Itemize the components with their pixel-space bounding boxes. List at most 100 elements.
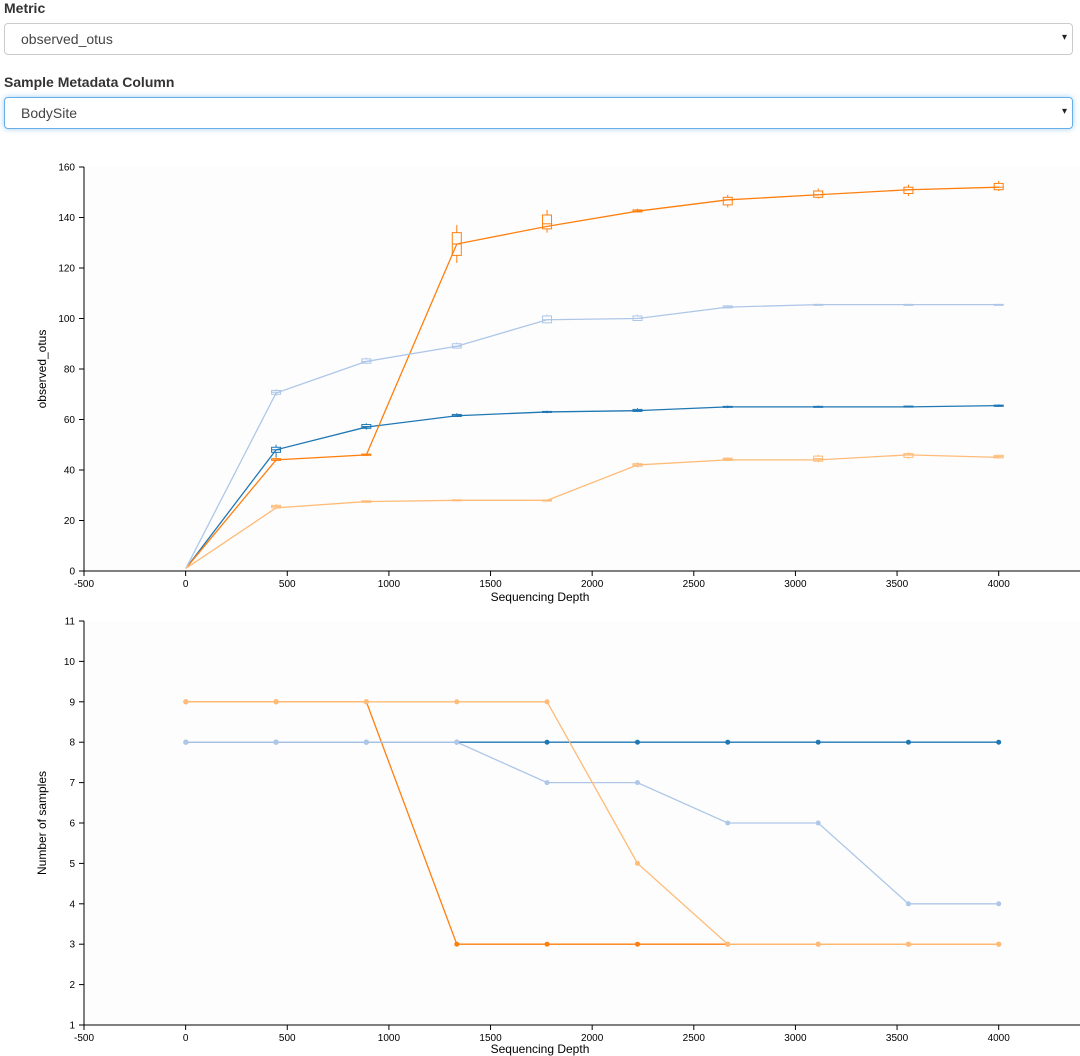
- data-point: [183, 739, 189, 745]
- y-tick-label: 80: [64, 365, 76, 376]
- series-4: [185, 452, 1004, 570]
- y-tick-label: 160: [58, 163, 75, 174]
- x-tick-label: 1000: [378, 1033, 401, 1044]
- series-line: [185, 303, 999, 569]
- chart-otus: -500 0 500 1000 1500 2000 2500 3000 3500 40000204…: [35, 163, 1080, 604]
- metadata-column-select-value: BodySite: [21, 105, 78, 121]
- data-point: [454, 739, 460, 745]
- y-tick-label: 0: [69, 567, 75, 578]
- box: [903, 453, 914, 458]
- x-tick-label: 4000: [988, 579, 1011, 590]
- data-point: [725, 739, 731, 745]
- y-tick-label: 60: [64, 415, 76, 426]
- data-point: [634, 739, 640, 745]
- y-tick-label: 8: [69, 738, 75, 749]
- y-tick-label: 9: [69, 697, 75, 708]
- plot-background: [84, 167, 1080, 571]
- data-point: [996, 901, 1002, 907]
- data-point: [454, 699, 460, 705]
- x-axis-title: Sequencing Depth: [491, 590, 590, 604]
- y-tick-label: 120: [58, 264, 75, 275]
- y-tick-label: 7: [69, 778, 75, 789]
- data-point: [544, 780, 550, 786]
- x-tick-label: 3500: [886, 579, 909, 590]
- box: [993, 182, 1004, 191]
- series-3: [185, 303, 1004, 569]
- metric-select-value: observed_otus: [21, 31, 113, 47]
- series-line: [185, 701, 999, 945]
- plot-background: [84, 621, 1080, 1025]
- series-line: [185, 404, 999, 569]
- x-tick-label: -500: [74, 579, 94, 590]
- data-point: [544, 739, 550, 745]
- data-point: [634, 941, 640, 947]
- x-tick-label: 500: [279, 579, 296, 590]
- x-tick-label: 2500: [683, 579, 706, 590]
- data-point: [273, 739, 279, 745]
- y-tick-label: 10: [64, 657, 76, 668]
- series-2: [185, 180, 1004, 569]
- x-tick-label: 1500: [479, 1033, 502, 1044]
- metric-label: Metric: [4, 0, 46, 16]
- data-point: [815, 739, 821, 745]
- box: [542, 214, 553, 230]
- x-tick-label: 3500: [886, 1033, 909, 1044]
- x-tick-label: 1000: [378, 579, 401, 590]
- y-tick-label: 5: [69, 859, 75, 870]
- data-point: [815, 941, 821, 947]
- y-tick-label: 11: [65, 617, 76, 628]
- data-point: [905, 739, 911, 745]
- y-tick-label: 100: [58, 314, 75, 325]
- y-tick-label: 140: [58, 213, 75, 224]
- data-point: [725, 820, 731, 826]
- data-point: [905, 901, 911, 907]
- x-tick-label: 2000: [581, 1033, 604, 1044]
- data-point: [905, 941, 911, 947]
- data-point: [544, 699, 550, 705]
- data-point: [183, 699, 189, 705]
- data-point: [363, 739, 369, 745]
- metadata-column-select[interactable]: BodySite ▾: [4, 97, 1073, 129]
- data-point: [996, 941, 1002, 947]
- x-tick-label: 500: [279, 1033, 296, 1044]
- y-tick-label: 20: [64, 516, 76, 527]
- data-point: [815, 820, 821, 826]
- data-point: [544, 941, 550, 947]
- data-point: [454, 941, 460, 947]
- series-line: [185, 186, 999, 569]
- chart-samples: -500 0 500 1000 1500 2000 2500 3000 3500 4000 1 2 3 4…: [35, 617, 1080, 1056]
- x-tick-label: 3000: [784, 579, 807, 590]
- x-tick-label: 2000: [581, 579, 604, 590]
- x-tick-label: 2500: [683, 1033, 706, 1044]
- metadata-column-label: Sample Metadata Column: [4, 74, 175, 90]
- box: [813, 190, 824, 198]
- data-point: [363, 699, 369, 705]
- chevron-down-icon: ▾: [1061, 32, 1067, 43]
- data-point: [996, 739, 1002, 745]
- x-tick-label: 3000: [784, 1033, 807, 1044]
- y-tick-label: 1: [69, 1021, 75, 1032]
- charts-area: -500 0 500 1000 1500 2000 2500 3000 3500 40000204…: [35, 163, 1080, 1056]
- y-tick-label: 3: [69, 940, 75, 951]
- y-tick-label: 4: [69, 899, 75, 910]
- data-point: [273, 699, 279, 705]
- x-tick-label: 0: [183, 579, 189, 590]
- metric-select[interactable]: observed_otus ▾: [4, 23, 1073, 55]
- y-axis-title: Number of samples: [35, 771, 49, 875]
- y-tick-label: 6: [69, 819, 75, 830]
- x-tick-label: -500: [74, 1033, 94, 1044]
- chevron-down-icon: ▾: [1061, 106, 1067, 117]
- series-4: [183, 699, 1002, 947]
- box: [903, 186, 914, 195]
- x-tick-label: 4000: [988, 1033, 1011, 1044]
- data-point: [725, 941, 731, 947]
- series-line: [185, 454, 999, 570]
- series-1: [185, 404, 1004, 569]
- x-tick-label: 1500: [479, 579, 502, 590]
- x-tick-label: 0: [183, 1033, 189, 1044]
- data-point: [634, 780, 640, 786]
- x-axis-title: Sequencing Depth: [491, 1042, 590, 1056]
- y-tick-label: 40: [64, 466, 76, 477]
- y-tick-label: 2: [69, 980, 75, 991]
- box: [722, 196, 733, 206]
